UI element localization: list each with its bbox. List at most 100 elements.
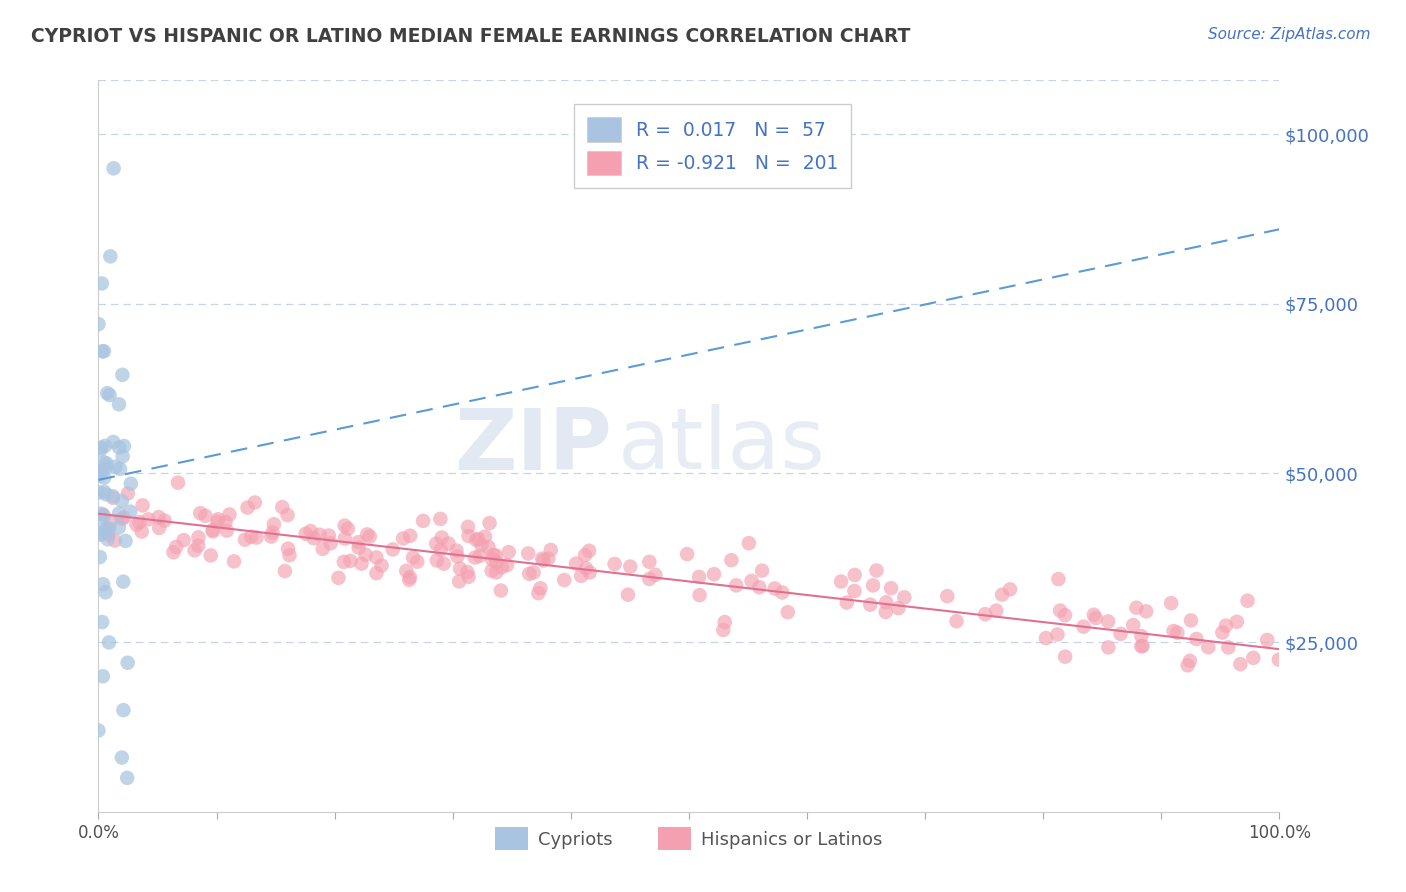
Point: [108, 397, 131, 411]
Point: [202, 524, 225, 539]
Point: [776, 605, 799, 619]
Point: [91, 508, 114, 522]
Point: [875, 605, 897, 619]
Point: [222, 554, 245, 568]
Point: [336, 522, 359, 536]
Point: [188, 506, 211, 520]
Point: [748, 580, 770, 594]
Point: [274, 564, 297, 578]
Point: [90, 441, 112, 455]
Point: [1084, 611, 1107, 625]
Point: [128, 515, 150, 529]
Point: [522, 566, 544, 580]
Point: [720, 553, 742, 567]
Point: [89, 528, 111, 542]
Point: [392, 532, 415, 546]
Point: [333, 532, 356, 546]
Point: [98, 522, 121, 536]
Point: [111, 368, 134, 382]
Point: [302, 531, 325, 545]
Point: [1256, 632, 1278, 647]
Point: [644, 568, 666, 582]
Point: [398, 573, 420, 587]
Point: [87, 485, 110, 500]
Point: [277, 541, 299, 556]
Point: [1054, 608, 1077, 623]
Point: [1054, 649, 1077, 664]
Text: ZIP: ZIP: [454, 404, 612, 488]
Point: [553, 573, 575, 587]
Point: [638, 555, 661, 569]
Point: [574, 548, 596, 562]
Point: [1178, 654, 1201, 668]
Point: [370, 558, 392, 573]
Point: [974, 607, 997, 622]
Point: [1197, 640, 1219, 655]
Text: CYPRIOT VS HISPANIC OR LATINO MEDIAN FEMALE EARNINGS CORRELATION CHART: CYPRIOT VS HISPANIC OR LATINO MEDIAN FEM…: [31, 27, 910, 45]
Point: [318, 528, 340, 542]
Point: [456, 565, 478, 579]
Point: [115, 771, 138, 785]
Point: [96, 386, 118, 401]
Point: [725, 578, 748, 592]
Point: [319, 536, 342, 550]
Point: [167, 475, 190, 490]
Point: [1268, 653, 1291, 667]
Point: [87, 723, 110, 738]
Point: [638, 572, 661, 586]
Point: [89, 464, 111, 478]
Point: [395, 564, 418, 578]
Point: [243, 495, 266, 509]
Point: [354, 548, 377, 562]
Text: Source: ZipAtlas.com: Source: ZipAtlas.com: [1208, 27, 1371, 42]
Point: [183, 543, 205, 558]
Point: [688, 570, 710, 584]
Point: [125, 517, 148, 532]
Point: [299, 524, 322, 538]
Point: [1215, 618, 1237, 632]
Point: [1035, 631, 1057, 645]
Point: [865, 564, 887, 578]
Point: [527, 586, 550, 600]
Point: [366, 566, 388, 581]
Point: [350, 557, 373, 571]
Point: [90, 277, 112, 291]
Point: [94, 439, 117, 453]
Point: [830, 574, 852, 589]
Legend: Cypriots, Hispanics or Latinos: Cypriots, Hispanics or Latinos: [488, 820, 890, 857]
Point: [91, 577, 114, 591]
Point: [91, 465, 114, 479]
Point: [936, 589, 959, 603]
Point: [333, 518, 356, 533]
Point: [399, 529, 422, 543]
Point: [449, 574, 471, 589]
Point: [1083, 607, 1105, 622]
Point: [104, 533, 127, 548]
Point: [278, 548, 301, 562]
Point: [93, 509, 115, 524]
Point: [233, 533, 256, 547]
Point: [751, 564, 773, 578]
Point: [104, 459, 127, 474]
Point: [859, 598, 882, 612]
Point: [491, 560, 513, 574]
Point: [97, 533, 120, 547]
Point: [998, 582, 1021, 597]
Point: [339, 554, 361, 568]
Point: [1122, 618, 1144, 632]
Point: [101, 491, 124, 505]
Point: [603, 557, 626, 571]
Point: [356, 527, 378, 541]
Point: [136, 512, 159, 526]
Point: [763, 582, 786, 596]
Point: [578, 566, 600, 580]
Point: [214, 515, 236, 529]
Point: [112, 439, 135, 453]
Point: [107, 520, 129, 534]
Point: [575, 561, 598, 575]
Point: [103, 161, 125, 176]
Point: [98, 388, 121, 402]
Point: [1132, 639, 1154, 653]
Point: [108, 441, 131, 455]
Point: [308, 527, 330, 541]
